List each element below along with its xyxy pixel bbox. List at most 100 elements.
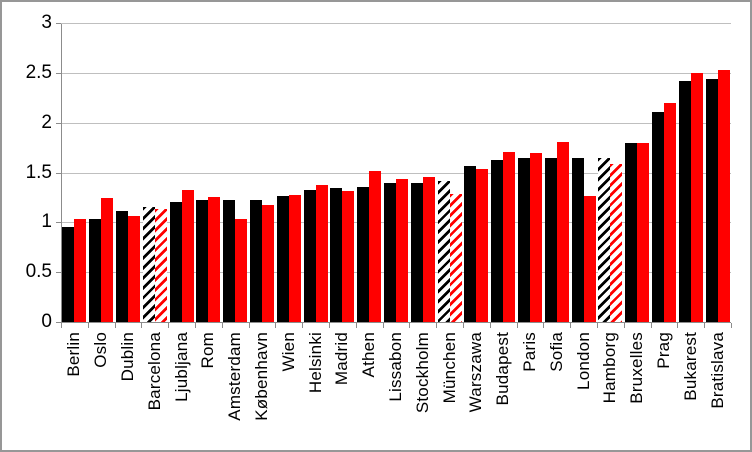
x-category-label: Madrid — [332, 332, 351, 386]
bar-black-6 — [196, 200, 208, 322]
bar-red-15 — [450, 194, 462, 322]
x-axis-tick — [543, 323, 544, 328]
x-category-label: Paris — [520, 332, 539, 372]
x-axis-tick — [704, 323, 705, 328]
x-category-label: Lissabon — [386, 332, 405, 402]
x-axis-tick — [329, 323, 330, 328]
x-axis-tick — [275, 323, 276, 328]
bar-black-7 — [223, 200, 235, 322]
bar-black-1 — [62, 227, 74, 322]
x-category-label: Amsterdam — [225, 332, 244, 421]
y-axis-tick — [56, 23, 61, 24]
bar-red-6 — [208, 197, 220, 322]
bar-red-25 — [718, 69, 730, 322]
x-axis-tick — [436, 323, 437, 328]
bar-black-3 — [116, 211, 128, 322]
bar-black-23 — [652, 111, 664, 322]
bar-red-7 — [235, 219, 247, 322]
bar-red-12 — [369, 170, 381, 322]
x-category-label: København — [252, 332, 271, 421]
y-tick-label: 2.5 — [25, 61, 52, 83]
y-tick-label: 0 — [41, 311, 52, 332]
bar-black-24 — [679, 80, 691, 322]
y-axis-line — [61, 24, 62, 324]
y-axis-tick — [56, 122, 61, 124]
x-category-label: Hamborg — [600, 332, 619, 404]
x-category-label: Oslo — [91, 332, 110, 368]
bar-red-9 — [289, 195, 301, 322]
bar-black-12 — [357, 187, 369, 322]
bar-red-17 — [503, 151, 515, 322]
x-category-label: Bruxelles — [627, 332, 646, 404]
x-category-label: Warszawa — [466, 332, 485, 413]
bar-red-8 — [262, 205, 274, 322]
bar-red-22 — [637, 142, 649, 322]
gridline — [61, 23, 731, 24]
bar-black-11 — [330, 188, 342, 322]
x-category-label: Berlin — [64, 332, 83, 377]
bar-red-13 — [396, 179, 408, 322]
x-category-label: München — [440, 332, 459, 404]
bar-red-16 — [476, 168, 488, 322]
x-axis-line — [61, 322, 731, 323]
x-category-label: Wien — [279, 332, 298, 372]
x-axis-tick — [302, 323, 303, 328]
x-axis-tick — [651, 323, 652, 328]
x-category-label: Dublin — [118, 332, 137, 382]
bar-black-8 — [250, 200, 262, 322]
x-axis-tick — [490, 323, 491, 328]
x-category-label: Barcelona — [145, 332, 164, 411]
x-category-label: Sofia — [547, 332, 566, 372]
bar-black-25 — [706, 78, 718, 322]
bar-red-3 — [128, 216, 140, 322]
y-tick-label: 1 — [41, 211, 52, 233]
x-category-label: Ljubljana — [172, 332, 191, 402]
bar-black-13 — [384, 183, 396, 322]
bar-red-10 — [316, 185, 328, 322]
x-axis-tick — [463, 323, 464, 328]
bar-red-23 — [664, 102, 676, 322]
bar-red-14 — [423, 177, 435, 322]
bar-black-5 — [170, 202, 182, 322]
y-tick-label: 0.5 — [25, 261, 52, 283]
x-axis-tick — [570, 323, 571, 328]
bar-black-15 — [438, 181, 450, 322]
bar-black-14 — [411, 183, 423, 322]
bar-black-19 — [545, 157, 557, 322]
x-axis-tick — [195, 323, 196, 328]
y-axis-tick — [56, 272, 61, 274]
x-axis-tick — [731, 323, 732, 328]
x-axis-tick — [141, 323, 142, 328]
y-tick-label: 1.5 — [25, 161, 52, 183]
y-axis-tick — [56, 172, 61, 174]
y-axis-tick — [56, 72, 61, 74]
bar-red-4 — [155, 209, 167, 322]
bar-red-19 — [557, 141, 569, 322]
x-axis-tick — [61, 323, 62, 328]
bar-red-20 — [584, 196, 596, 322]
y-tick-label: 3 — [41, 12, 52, 33]
bar-black-18 — [518, 157, 530, 322]
x-axis-tick — [168, 323, 169, 328]
x-axis-tick — [624, 323, 625, 328]
bar-black-22 — [625, 142, 637, 322]
bar-black-4 — [143, 207, 155, 322]
bar-black-2 — [89, 219, 101, 322]
y-axis-tick — [56, 222, 61, 224]
y-axis-tick — [56, 322, 61, 323]
x-axis-tick — [517, 323, 518, 328]
x-axis-tick — [356, 323, 357, 328]
x-category-label: Budapest — [493, 332, 512, 406]
x-axis-tick — [677, 323, 678, 328]
bar-black-9 — [277, 196, 289, 322]
x-category-label: Helsinki — [306, 332, 325, 394]
x-category-label: Bratislava — [708, 332, 727, 409]
bar-red-11 — [342, 191, 354, 322]
x-category-label: Rom — [198, 332, 217, 369]
bar-red-21 — [610, 163, 622, 322]
gridline — [61, 72, 731, 74]
x-axis-tick — [409, 323, 410, 328]
bar-red-2 — [101, 198, 113, 322]
bar-red-18 — [530, 152, 542, 322]
gridline — [61, 122, 731, 124]
